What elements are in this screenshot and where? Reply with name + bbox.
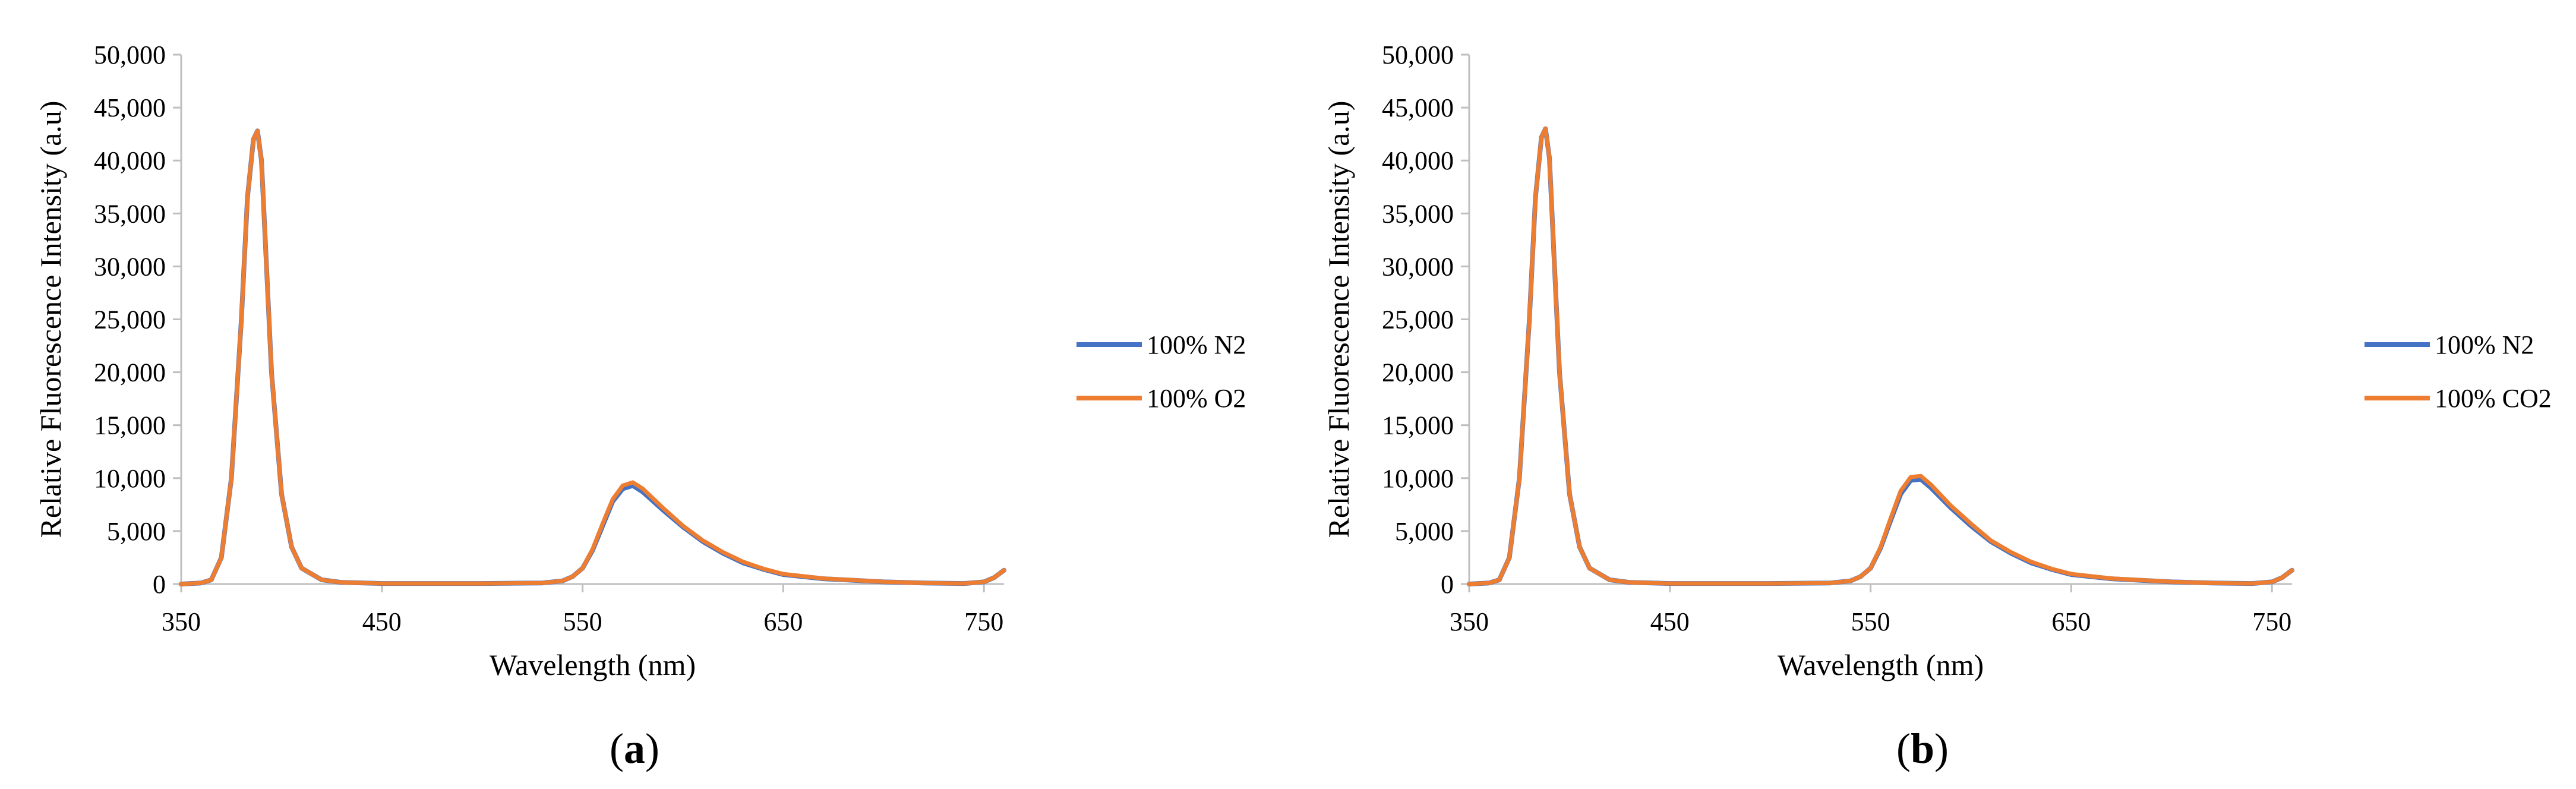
x-tick-label: 550 — [563, 607, 602, 636]
y-tick-label: 45,000 — [1382, 93, 1454, 122]
y-tick-label: 5,000 — [1395, 517, 1454, 546]
y-tick-label: 10,000 — [94, 464, 166, 493]
legend-label: 100% N2 — [1147, 330, 1246, 359]
panel-label: (b) — [1896, 725, 1949, 772]
y-tick-label: 20,000 — [1382, 358, 1454, 387]
y-tick-label: 30,000 — [1382, 252, 1454, 281]
series-line-100-n2 — [1467, 126, 2294, 586]
y-tick-label: 45,000 — [94, 93, 166, 122]
legend-label: 100% N2 — [2435, 330, 2534, 359]
chart-panel-a: 0 5,000 10,000 15,000 20,000 25,000 30,000 35,0… — [34, 40, 1246, 772]
x-tick-label: 650 — [763, 607, 803, 636]
y-axis-label: Relative Fluorescence Intensity (a.u) — [34, 101, 67, 538]
y-tick-label: 0 — [1441, 570, 1454, 599]
y-tick-label: 20,000 — [94, 358, 166, 387]
y-tick-label: 5,000 — [107, 517, 166, 546]
x-tick-label: 650 — [2051, 607, 2091, 636]
legend-label: 100% CO2 — [2435, 384, 2552, 413]
y-tick-label: 25,000 — [94, 305, 166, 334]
y-tick-label: 15,000 — [94, 411, 166, 440]
x-tick-label: 550 — [1851, 607, 1890, 636]
series-line-100-co2 — [1467, 127, 2294, 586]
y-tick-label: 40,000 — [94, 146, 166, 175]
panel-label: (a) — [610, 725, 659, 772]
x-tick-label: 350 — [162, 607, 201, 636]
x-tick-label: 750 — [2252, 607, 2291, 636]
y-tick-label: 30,000 — [94, 252, 166, 281]
y-axis-label: Relative Fluorescence Intensity (a.u) — [1322, 101, 1355, 538]
y-tick-label: 50,000 — [94, 40, 166, 70]
y-tick-label: 40,000 — [1382, 146, 1454, 175]
y-tick-label: 15,000 — [1382, 411, 1454, 440]
x-axis-label: Wavelength (nm) — [1778, 648, 1984, 681]
y-tick-label: 35,000 — [1382, 199, 1454, 228]
series-line-100-o2 — [179, 128, 1006, 586]
x-tick-label: 750 — [964, 607, 1003, 636]
y-tick-label: 0 — [153, 570, 166, 599]
x-axis-label: Wavelength (nm) — [490, 648, 696, 681]
chart-a-svg: 0 5,000 10,000 15,000 20,000 25,000 30,000 35,0… — [34, 40, 1246, 772]
x-tick-label: 350 — [1450, 607, 1489, 636]
y-tick-label: 50,000 — [1382, 40, 1454, 70]
y-tick-label: 25,000 — [1382, 305, 1454, 334]
x-tick-label: 450 — [1650, 607, 1690, 636]
series-line-100-n2 — [179, 128, 1006, 586]
x-tick-label: 450 — [362, 607, 402, 636]
legend-label: 100% O2 — [1147, 384, 1246, 413]
y-tick-label: 35,000 — [94, 199, 166, 228]
y-tick-label: 10,000 — [1382, 464, 1454, 493]
chart-b-svg: 0 5,000 10,000 15,000 20,000 25,000 30,000 35,0… — [1322, 40, 2552, 772]
chart-panel-b: 0 5,000 10,000 15,000 20,000 25,000 30,000 35,0… — [1288, 0, 2576, 789]
